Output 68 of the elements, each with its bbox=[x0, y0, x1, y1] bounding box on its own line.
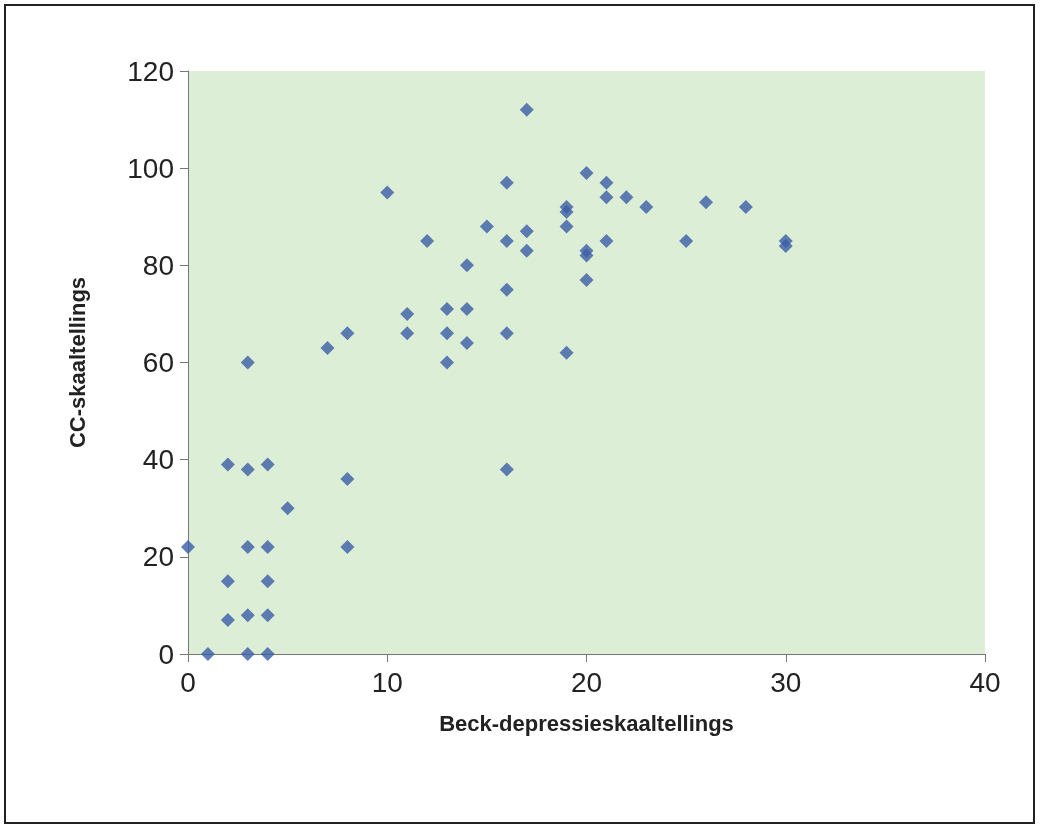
x-tick-label: 40 bbox=[969, 666, 1001, 698]
point bbox=[260, 608, 275, 623]
point bbox=[260, 540, 275, 555]
point bbox=[380, 185, 395, 200]
point bbox=[260, 457, 275, 472]
point bbox=[499, 282, 514, 297]
point bbox=[220, 574, 235, 589]
point bbox=[499, 175, 514, 190]
y-tick-label: 80 bbox=[142, 249, 174, 281]
point bbox=[240, 608, 255, 623]
point bbox=[499, 326, 514, 341]
point bbox=[519, 102, 534, 117]
point bbox=[459, 302, 474, 317]
x-tick-label: 0 bbox=[180, 666, 196, 698]
point bbox=[400, 326, 415, 341]
y-tick-label: 120 bbox=[127, 55, 174, 87]
point bbox=[240, 355, 255, 370]
point bbox=[200, 647, 215, 661]
point bbox=[699, 195, 714, 210]
point bbox=[579, 166, 594, 181]
point bbox=[440, 355, 455, 370]
x-tick-label: 20 bbox=[570, 666, 603, 698]
point bbox=[499, 234, 514, 249]
point bbox=[440, 302, 455, 317]
point bbox=[559, 345, 574, 360]
point bbox=[181, 540, 195, 555]
point bbox=[778, 238, 793, 253]
point bbox=[340, 472, 355, 487]
y-tick-label: 60 bbox=[142, 347, 174, 378]
x-tick-label: 30 bbox=[770, 666, 802, 698]
point bbox=[559, 219, 574, 234]
x-tick-label: 10 bbox=[371, 666, 403, 698]
point bbox=[240, 462, 255, 477]
y-tick-label: 40 bbox=[142, 444, 174, 476]
y-tick-label: 0 bbox=[158, 638, 174, 670]
point bbox=[260, 647, 275, 661]
point bbox=[220, 612, 235, 627]
point bbox=[280, 501, 295, 516]
point bbox=[260, 574, 275, 589]
y-tick-label: 20 bbox=[142, 541, 174, 573]
point bbox=[738, 200, 753, 215]
x-axis-title: Beck-depressieskaaltellings bbox=[439, 710, 734, 736]
point bbox=[320, 340, 335, 355]
point bbox=[519, 224, 534, 239]
point bbox=[340, 326, 355, 341]
point bbox=[599, 234, 614, 249]
point bbox=[440, 326, 455, 341]
point bbox=[599, 190, 614, 205]
point bbox=[579, 272, 594, 287]
point bbox=[679, 234, 694, 249]
point bbox=[639, 200, 654, 215]
point bbox=[519, 243, 534, 258]
point bbox=[579, 248, 594, 263]
point bbox=[240, 540, 255, 555]
point bbox=[220, 457, 235, 472]
y-tick-label: 100 bbox=[127, 152, 174, 184]
point bbox=[420, 234, 435, 249]
point bbox=[400, 306, 415, 321]
point bbox=[459, 336, 474, 351]
point bbox=[240, 647, 255, 661]
y-axis-title: CC-skaaltellings bbox=[64, 276, 90, 449]
point bbox=[559, 204, 574, 219]
point bbox=[340, 540, 355, 555]
point bbox=[599, 175, 614, 190]
point bbox=[499, 462, 514, 477]
point bbox=[619, 190, 634, 205]
point bbox=[479, 219, 494, 234]
point bbox=[459, 258, 474, 273]
